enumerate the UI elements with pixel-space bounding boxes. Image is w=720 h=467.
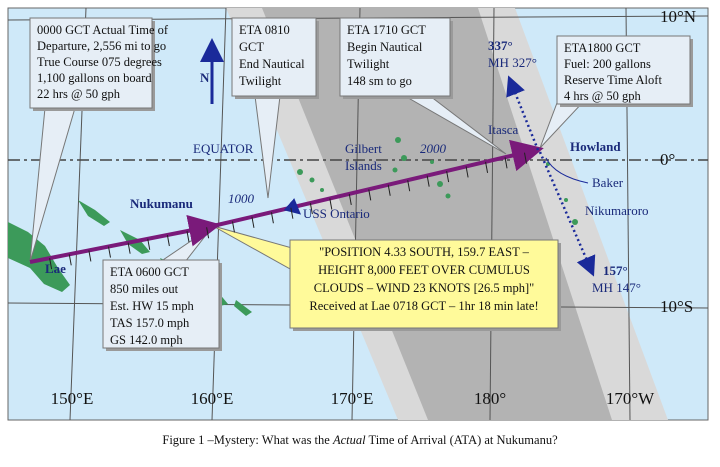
map-label: Islands — [345, 158, 382, 173]
callout-box — [339, 17, 451, 97]
map-label: Nukumanu — [130, 196, 193, 211]
longitude-label: 170°E — [331, 389, 374, 408]
callout-text: TAS 157.0 mph — [110, 316, 190, 330]
path-tick — [206, 227, 210, 239]
latitude-label: 0° — [660, 150, 675, 169]
callout-text: 4 hrs @ 50 gph — [564, 89, 642, 103]
path-tick — [88, 250, 92, 262]
path-tick — [251, 216, 255, 228]
callout-text: Begin Nautical — [347, 40, 423, 54]
path-tick — [68, 254, 72, 266]
path-tick — [426, 175, 430, 187]
map-label: 1000 — [228, 191, 255, 206]
path-tick — [446, 170, 450, 183]
path-tick — [329, 198, 333, 210]
callout-text: "POSITION 4.33 SOUTH, 159.7 EAST – — [319, 245, 529, 259]
callout-text: CLOUDS – WIND 23 KNOTS [26.5 mph]" — [314, 281, 535, 295]
callout-text: Est. HW 15 mph — [110, 299, 195, 313]
longitude-label: 170°W — [606, 389, 655, 408]
path-tick — [270, 212, 274, 224]
callout-text: ETA1800 GCT — [564, 41, 641, 55]
path-tick — [309, 203, 313, 215]
callout-text: 148 sm to go — [347, 74, 412, 88]
callout-text: Departure, 2,556 mi to go — [37, 39, 166, 53]
latitude-label: 10°N — [660, 7, 696, 26]
map-label: Baker — [592, 175, 624, 190]
path-tick — [108, 246, 111, 258]
longitude-label: 160°E — [191, 389, 234, 408]
map-label: Itasca — [488, 122, 519, 137]
callout-text: GS 142.0 mph — [110, 333, 183, 347]
callout-box — [289, 239, 559, 329]
callout-box — [29, 17, 153, 109]
map-label: Gilbert — [345, 141, 382, 156]
longitude-label: 180° — [474, 389, 506, 408]
heading-arrow — [538, 151, 596, 277]
callout-box — [231, 17, 317, 97]
callout-text: 850 miles out — [110, 282, 179, 296]
caption-text: Time of Arrival (ATA) at Nukumanu? — [366, 433, 558, 447]
callout-text: 0000 GCT Actual Time of — [37, 23, 169, 37]
map-label: USS Ontario — [303, 206, 370, 221]
map-label: 157° — [603, 263, 628, 278]
map-label: Nikumaroro — [585, 203, 649, 218]
path-tick — [186, 231, 190, 243]
map-label: Howland — [570, 139, 621, 154]
path-tick — [387, 184, 391, 196]
caption-emphasis: Actual — [332, 433, 366, 447]
path-tick — [49, 258, 53, 270]
map-label: EQUATOR — [193, 141, 254, 156]
path-tick — [166, 234, 170, 247]
path-tick — [231, 221, 235, 233]
path-tick — [147, 238, 151, 250]
path-tick — [465, 166, 469, 178]
path-tick — [368, 189, 372, 201]
callout-text: 22 hrs @ 50 gph — [37, 87, 121, 101]
path-tick — [290, 207, 294, 219]
map-label: 337° — [488, 38, 513, 53]
callout-text: ETA 1710 GCT — [347, 23, 426, 37]
callout-text: GCT — [239, 40, 264, 54]
flight-path — [29, 139, 544, 264]
path-tick — [407, 180, 411, 192]
path-tick — [485, 161, 489, 173]
map-label: N — [200, 70, 210, 85]
ontario-arrow — [283, 198, 302, 215]
callout-text: 1,100 gallons on board — [37, 71, 152, 85]
callout-text: ETA 0600 GCT — [110, 265, 189, 279]
callout-text: HEIGHT 8,000 FEET OVER CUMULUS — [318, 263, 530, 277]
caption: Figure 1 –Mystery: What was the Actual T… — [162, 433, 558, 447]
callout-pointers — [29, 94, 586, 271]
callout-text: Reserve Time Aloft — [564, 73, 662, 87]
baker-leader — [545, 157, 589, 184]
callout-text: Received at Lae 0718 GCT – 1hr 18 min la… — [309, 299, 538, 313]
path-tick — [127, 242, 131, 254]
longitude-label: 150°E — [51, 389, 94, 408]
map-label: 2000 — [420, 141, 447, 156]
callout-box — [102, 259, 220, 349]
path-tick — [504, 157, 508, 169]
path-tick — [524, 152, 527, 164]
callout-text: Twilight — [347, 57, 390, 71]
latitude-label: 10°S — [660, 297, 693, 316]
map-label: MH 147° — [592, 280, 641, 295]
callout-box — [556, 35, 691, 105]
caption-text: Figure 1 –Mystery: What was the — [162, 433, 333, 447]
map-label: MH 327° — [488, 55, 537, 70]
callout-text: True Course 075 degrees — [37, 55, 162, 69]
callout-text: Fuel: 200 gallons — [564, 57, 651, 71]
callout-text: End Nautical — [239, 57, 305, 71]
callout-text: Twilight — [239, 74, 282, 88]
callout-text: ETA 0810 — [239, 23, 290, 37]
map-label: Lae — [45, 261, 66, 276]
path-tick — [348, 193, 352, 206]
